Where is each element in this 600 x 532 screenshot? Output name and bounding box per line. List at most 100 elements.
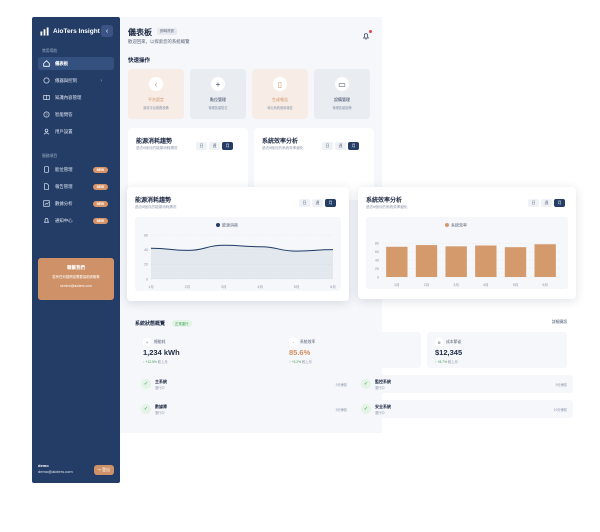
- quick-action-platform[interactable]: ‹ 平台設定 新增平台觀察設備: [128, 69, 184, 119]
- quick-action-label: 點位管理: [210, 97, 226, 102]
- sidebar-item-user-settings[interactable]: 用戶設置: [38, 125, 114, 138]
- mini-card-title: 系統效率分析: [262, 139, 299, 145]
- promo-title: 聯繫我們: [67, 265, 85, 270]
- sidebar-item-device[interactable]: 能位管理 NEW: [38, 163, 114, 176]
- period-month-button[interactable]: 月: [325, 199, 336, 207]
- user-email: demo@aioters.com: [38, 468, 73, 474]
- quick-action-points[interactable]: + 點位管理 管理各類點位: [190, 69, 246, 119]
- user-icon: [43, 128, 50, 135]
- trend-up-icon: ↑: [289, 360, 292, 364]
- sidebar-item-notifications[interactable]: 通知中心 NEW: [38, 214, 114, 227]
- y-tick-label: 20: [375, 267, 379, 271]
- period-day-button[interactable]: 日: [196, 142, 207, 150]
- x-tick-label: 5月: [294, 284, 300, 289]
- y-tick-label: 0: [146, 277, 148, 281]
- energy-icon: ✧: [143, 338, 151, 346]
- period-week-button[interactable]: 週: [541, 199, 552, 207]
- quick-action-report[interactable]: ▯ 生成報告 導出系統使用報告: [252, 69, 308, 119]
- metric-total-energy: ✧ 總能耗 1,234 kWh ↑ +12.5% 較上月: [135, 332, 275, 368]
- period-week-button[interactable]: 週: [209, 142, 220, 150]
- efficiency-chart-area: 系統效率 0 20 40 60 80 1月 2月 3月 4月 5月 6月: [366, 217, 568, 289]
- service-time: 10分鐘前: [553, 408, 567, 412]
- legend-label: 能源消耗: [222, 222, 238, 228]
- period-toggle: 日 週 月: [299, 199, 336, 207]
- data-line: [150, 244, 334, 252]
- sidebar-item-instruments[interactable]: 儀器與控制 ›: [38, 74, 114, 87]
- service-state: 運行中: [375, 411, 385, 415]
- energy-card-title: 能源消耗趨勢: [135, 198, 172, 204]
- metric-trend-text: 較上月: [157, 360, 168, 364]
- line-area-fill: [151, 245, 333, 279]
- period-month-button[interactable]: 月: [554, 199, 565, 207]
- brand[interactable]: AioTers Insight: [40, 27, 100, 36]
- logout-button[interactable]: ↪ 登出: [93, 465, 114, 475]
- sidebar-item-report[interactable]: 報告管理 NEW: [38, 180, 114, 193]
- service-state: 運行中: [155, 411, 165, 415]
- service-monitor-system: ✓ 監控系統 運行中 5分鐘前: [355, 375, 573, 393]
- metric-trend: +3.2%: [291, 360, 302, 364]
- svg-text:?: ?: [46, 113, 48, 117]
- section-label-common: 常用導航: [42, 49, 58, 53]
- quick-action-desc: 管理各類設備: [332, 106, 352, 110]
- quick-action-desc: 導出系統使用報告: [267, 106, 293, 110]
- metric-trend-text: 較上月: [447, 360, 458, 364]
- service-time: 3分鐘前: [335, 408, 347, 412]
- sidebar-item-label: 通知中心: [55, 217, 73, 223]
- contact-promo[interactable]: 聯繫我們 若有任何疑問或需要協助請聯繫 service@aioters.com: [38, 258, 114, 300]
- efficiency-analysis-card: 系統效率分析 過去6個月的系統效率變化 日 週 月 系統效率 0 20 40 60 80 1…: [358, 187, 576, 299]
- sidebar-item-label: 知識內容管理: [55, 94, 82, 100]
- promo-email: service@aioters.com: [60, 284, 92, 288]
- service-name: 安全系統: [375, 404, 391, 409]
- data-bar: [534, 244, 556, 277]
- metric-label: 系統效率: [300, 339, 316, 344]
- energy-line-chart: 能源消耗 0 20 40 60 1月 2月 3月 4月 5月 6月: [144, 222, 336, 290]
- check-icon: ✓: [361, 379, 371, 389]
- x-tick-label: 4月: [483, 282, 489, 287]
- sidebar-item-qa[interactable]: ? 智能問答: [38, 108, 114, 121]
- bell-icon: [43, 217, 50, 224]
- page-title: 儀表板: [128, 28, 152, 37]
- notification-dot: [369, 30, 372, 33]
- promo-text: 若有任何疑問或需要協助請聯繫: [52, 275, 100, 279]
- data-bar: [504, 247, 527, 277]
- notification-bell-icon[interactable]: [362, 32, 370, 40]
- calendar-icon: ▭: [335, 77, 349, 91]
- status-badge: 正常運行: [172, 320, 192, 327]
- period-month-button[interactable]: 月: [222, 142, 233, 150]
- service-name: 主系統: [155, 379, 167, 384]
- sidebar-item-knowledge[interactable]: 知識內容管理: [38, 91, 114, 104]
- period-day-button[interactable]: 日: [322, 142, 333, 150]
- x-tick-label: 6月: [330, 284, 336, 289]
- sidebar-item-label: 數據分析: [55, 200, 73, 206]
- period-month-button[interactable]: 月: [348, 142, 359, 150]
- sidebar-item-analysis[interactable]: 數據分析 NEW: [38, 197, 114, 210]
- check-icon: ✓: [141, 379, 151, 389]
- check-icon: ✓: [141, 404, 151, 414]
- period-week-button[interactable]: 週: [335, 142, 346, 150]
- mini-card-subtitle: 過去6個月的系統效率變化: [262, 146, 304, 150]
- back-arrow-icon: ‹: [149, 77, 163, 91]
- detail-link[interactable]: 詳細資訊: [552, 320, 568, 324]
- bar-chart-logo-icon: [40, 27, 49, 36]
- y-tick-label: 60: [144, 233, 148, 237]
- status-title: 系統狀態概覽: [135, 321, 166, 327]
- user-info: demo demo@aioters.com: [38, 463, 73, 474]
- x-tick-label: 3月: [453, 282, 459, 287]
- quick-action-devices[interactable]: ▭ 設備管理 管理各類設備: [314, 69, 370, 119]
- period-day-button[interactable]: 日: [299, 199, 310, 207]
- collapse-sidebar-button[interactable]: ‹: [101, 25, 113, 37]
- energy-trend-card: 能源消耗趨勢 過去6個月的能源消耗情況 日 週 月 能源消耗 0 20 40 60 1月 2…: [127, 187, 349, 301]
- trend-up-icon: ↑: [435, 360, 438, 364]
- monitor-icon: [43, 77, 50, 84]
- logout-label: 登出: [102, 467, 110, 472]
- period-toggle: 日 週 月: [528, 199, 565, 207]
- metric-label: 成本節省: [446, 339, 462, 344]
- section-label-service: 服務項目: [42, 154, 58, 158]
- sidebar-item-dashboard[interactable]: 儀表板: [38, 57, 114, 70]
- period-week-button[interactable]: 週: [312, 199, 323, 207]
- x-tick-label: 4月: [257, 284, 263, 289]
- savings-icon: ⊛: [435, 338, 443, 346]
- period-toggle: 日 週 月: [322, 142, 359, 150]
- period-day-button[interactable]: 日: [528, 199, 539, 207]
- new-badge: NEW: [92, 200, 108, 207]
